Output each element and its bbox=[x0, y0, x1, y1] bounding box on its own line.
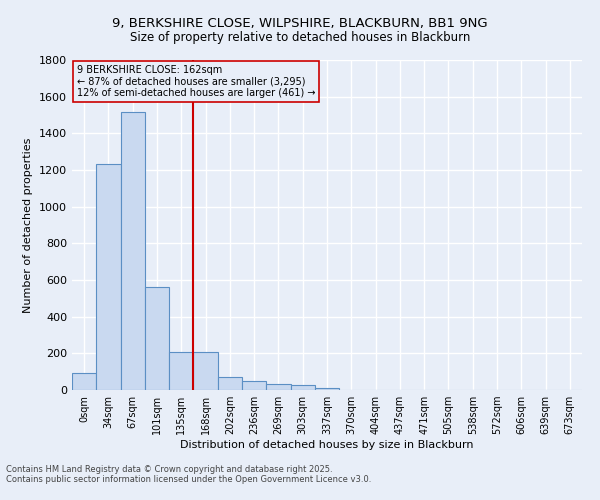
Bar bbox=[96, 164, 121, 390]
Bar bbox=[266, 384, 290, 390]
Text: 9 BERKSHIRE CLOSE: 162sqm
← 87% of detached houses are smaller (3,295)
12% of se: 9 BERKSHIRE CLOSE: 162sqm ← 87% of detac… bbox=[77, 65, 316, 98]
X-axis label: Distribution of detached houses by size in Blackburn: Distribution of detached houses by size … bbox=[180, 440, 474, 450]
Bar bbox=[290, 385, 315, 390]
Bar bbox=[218, 377, 242, 390]
Bar bbox=[242, 381, 266, 390]
Bar bbox=[169, 352, 193, 390]
Bar bbox=[121, 112, 145, 390]
Bar bbox=[193, 352, 218, 390]
Text: Contains public sector information licensed under the Open Government Licence v3: Contains public sector information licen… bbox=[6, 476, 371, 484]
Bar bbox=[145, 288, 169, 390]
Bar bbox=[315, 388, 339, 390]
Y-axis label: Number of detached properties: Number of detached properties bbox=[23, 138, 34, 312]
Text: 9, BERKSHIRE CLOSE, WILPSHIRE, BLACKBURN, BB1 9NG: 9, BERKSHIRE CLOSE, WILPSHIRE, BLACKBURN… bbox=[112, 18, 488, 30]
Bar bbox=[72, 373, 96, 390]
Text: Size of property relative to detached houses in Blackburn: Size of property relative to detached ho… bbox=[130, 31, 470, 44]
Text: Contains HM Land Registry data © Crown copyright and database right 2025.: Contains HM Land Registry data © Crown c… bbox=[6, 466, 332, 474]
